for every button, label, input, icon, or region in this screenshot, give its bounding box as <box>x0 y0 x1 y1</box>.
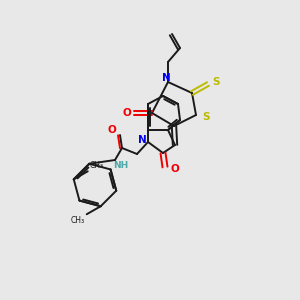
Text: CH₃: CH₃ <box>70 216 85 225</box>
Text: N: N <box>138 135 146 145</box>
Text: O: O <box>123 108 131 118</box>
Text: NH: NH <box>113 160 129 169</box>
Text: N: N <box>162 73 170 83</box>
Text: S: S <box>202 112 210 122</box>
Text: O: O <box>171 164 179 174</box>
Text: CH₃: CH₃ <box>90 161 104 170</box>
Text: S: S <box>212 77 220 87</box>
Text: O: O <box>108 125 116 135</box>
